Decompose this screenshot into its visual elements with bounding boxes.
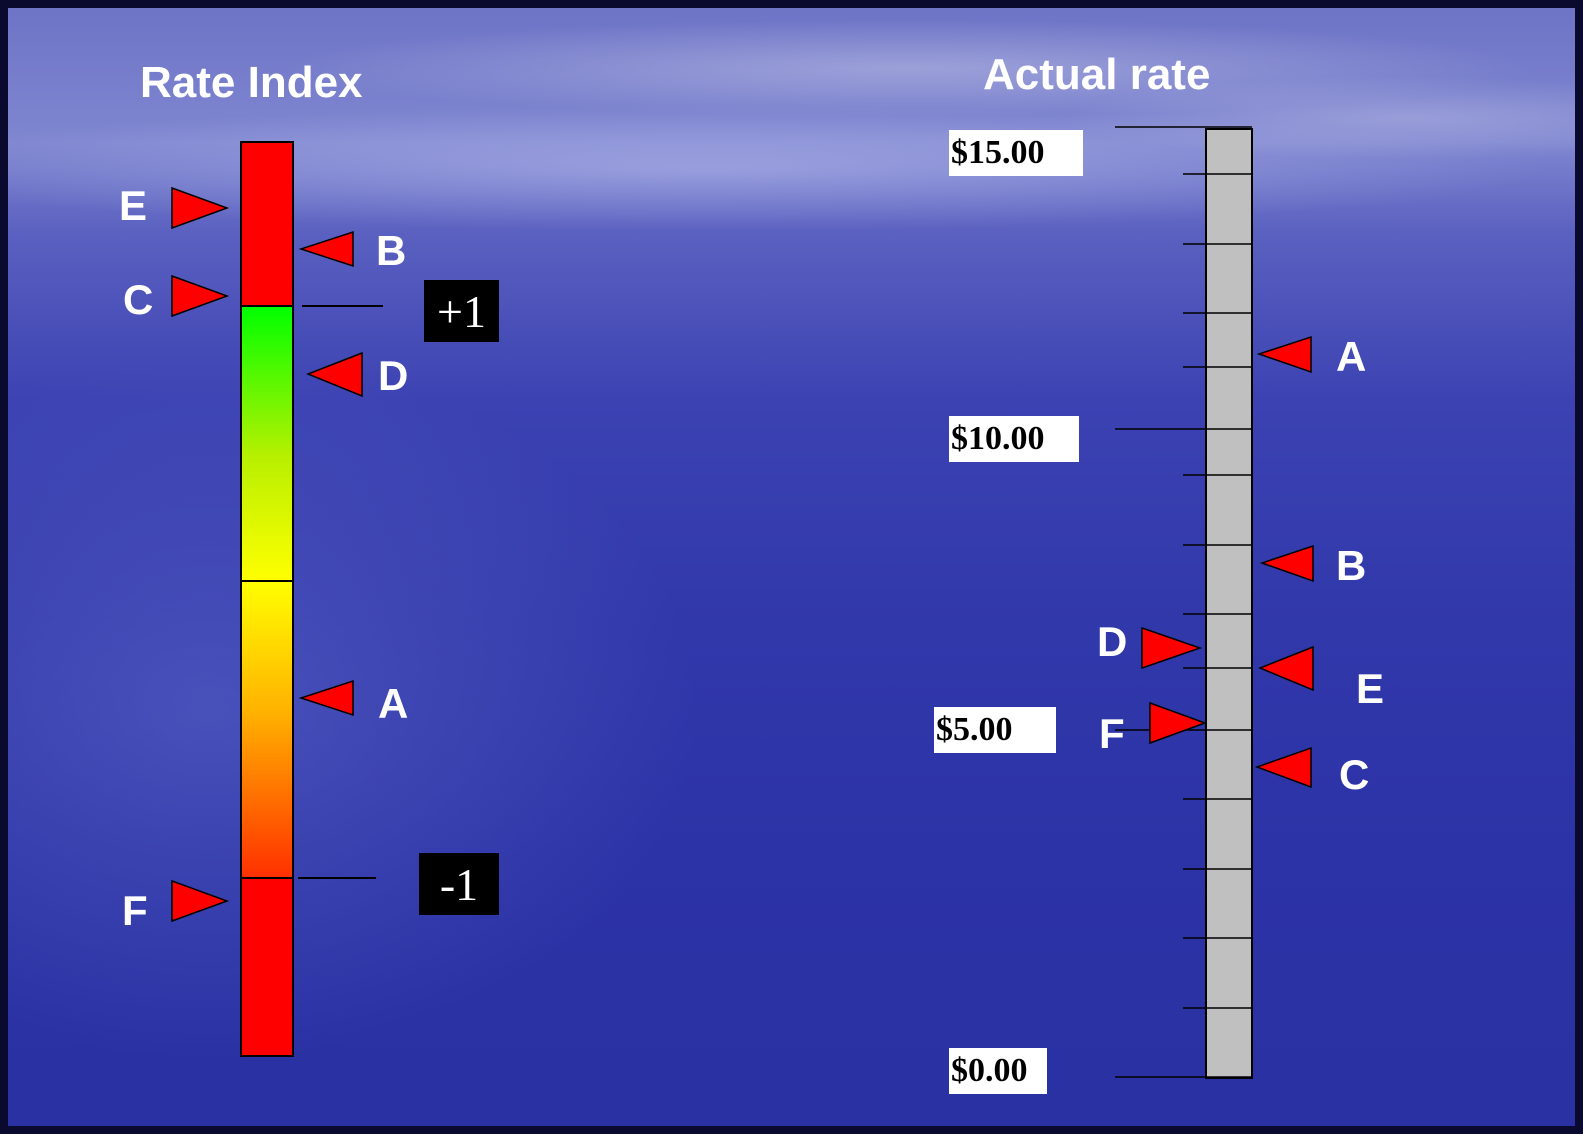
- actual-rate-letter-f: F: [1099, 710, 1125, 757]
- actual-rate-marker-a: [1256, 335, 1312, 374]
- actual-rate-letter-e: E: [1356, 665, 1385, 712]
- rate-index-marker-b: [298, 230, 354, 268]
- actual-rate-marker-f: [1149, 701, 1208, 745]
- rate-index-title: Rate Index: [140, 58, 363, 107]
- rate-label-15: $15.00: [949, 130, 1083, 176]
- actual-rate-letter-b: B: [1336, 542, 1367, 589]
- actual-rate-letter-a: A: [1336, 333, 1367, 380]
- actual-rate-letter-c: C: [1339, 751, 1370, 798]
- rate-index-red-top: [240, 141, 294, 307]
- rate-index-letter-a: A: [378, 680, 409, 727]
- rate-index-letter-f: F: [122, 887, 148, 934]
- actual-rate-marker-c: [1254, 746, 1312, 789]
- rate-label-0: $0.00: [949, 1048, 1047, 1094]
- rate-index-letter-d: D: [378, 352, 409, 399]
- rate-label-5: $5.00: [934, 707, 1056, 753]
- actual-rate-bar: [1205, 128, 1253, 1079]
- rate-index-green-segment: [240, 305, 294, 582]
- rate-index-marker-e: [171, 186, 230, 230]
- rate-index-bar: [240, 141, 294, 1057]
- diagram-graphics: [171, 126, 1314, 1079]
- rate-index-marker-d: [305, 351, 363, 398]
- rate-index-marker-c: [171, 274, 230, 318]
- rate-index-marker-a: [298, 679, 354, 717]
- rate-index-orange-segment: [240, 580, 294, 879]
- actual-rate-marker-b: [1259, 544, 1314, 583]
- actual-rate-letter-d: D: [1097, 618, 1128, 665]
- rate-label-10: $10.00: [949, 416, 1079, 462]
- rate-index-letter-c: C: [123, 276, 154, 323]
- rate-index-letter-e: E: [119, 182, 148, 229]
- actual-rate-title: Actual rate: [983, 50, 1211, 99]
- minus-one-label: -1: [419, 853, 499, 915]
- rate-index-red-bottom: [240, 877, 294, 1057]
- rate-index-marker-f: [171, 879, 230, 923]
- rate-index-letter-b: B: [376, 227, 407, 274]
- actual-rate-marker-d: [1141, 626, 1203, 670]
- plus-one-label: +1: [424, 280, 499, 342]
- actual-rate-marker-e: [1258, 645, 1314, 692]
